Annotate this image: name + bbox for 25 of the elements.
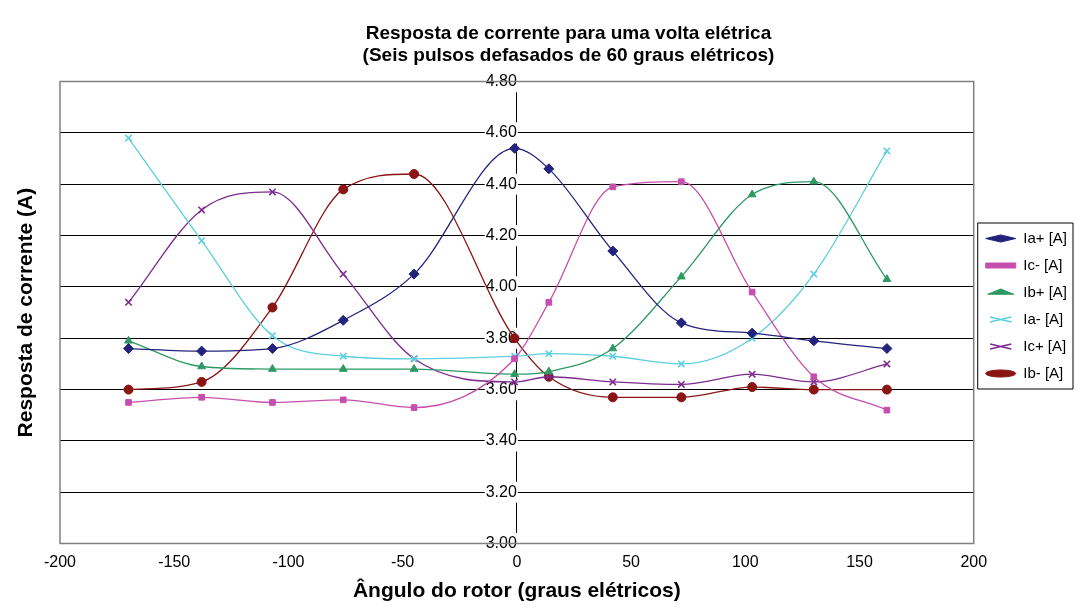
x-tick-label: 0 xyxy=(512,552,522,570)
y-tick-label: 4.60 xyxy=(485,123,517,141)
x-tick-label: -100 xyxy=(272,552,305,570)
x-tick-label: -50 xyxy=(391,552,415,570)
y-tick-label: 4.00 xyxy=(485,277,517,295)
y-tick-label: 3.60 xyxy=(485,380,517,398)
x-tick-label: -150 xyxy=(158,552,191,570)
legend-label: Ic- [A] xyxy=(1023,255,1063,273)
legend-label: Ic+ [A] xyxy=(1023,336,1067,354)
legend-label: Ia- [A] xyxy=(1023,309,1064,327)
y-tick-label: 3.20 xyxy=(485,482,517,500)
x-axis-title: Ângulo do rotor (graus elétricos) xyxy=(352,578,681,602)
x-tick-label: 150 xyxy=(846,552,873,570)
x-tick-label: 200 xyxy=(960,552,988,570)
x-tick-label: -200 xyxy=(43,552,77,570)
legend-label: Ib+ [A] xyxy=(1023,282,1067,300)
chart-title: Resposta de corrente para uma volta elétrica (Seis pulsos defasados de 60 graus elétricos) xyxy=(362,21,775,66)
y-axis-title: Resposta de corrente (A) xyxy=(12,187,36,438)
y-tick-label: 3.40 xyxy=(485,431,517,449)
legend-label: Ia+ [A] xyxy=(1023,228,1067,246)
x-tick-label: 50 xyxy=(622,552,641,570)
y-tick-label: 4.20 xyxy=(485,226,517,244)
x-tick-label: 100 xyxy=(731,552,759,570)
legend-label: Ib- [A] xyxy=(1023,363,1064,381)
y-tick-label: 4.40 xyxy=(485,174,517,192)
